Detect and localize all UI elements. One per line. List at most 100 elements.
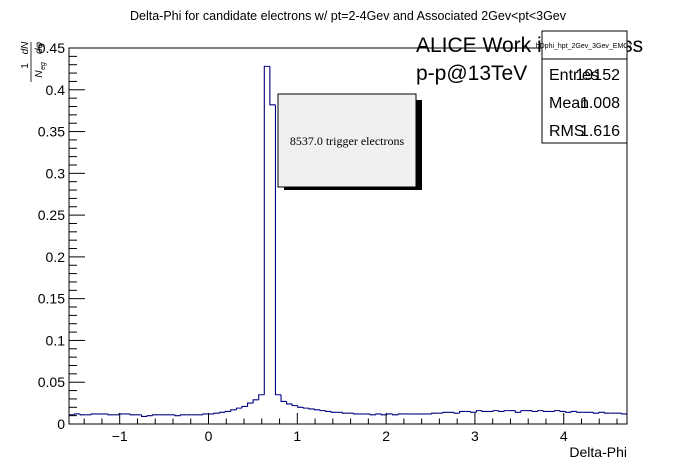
y-tick-label: 0.4 (46, 82, 66, 98)
histogram-bin (459, 410, 466, 414)
histogram-bin (202, 413, 209, 415)
histogram-bin (180, 414, 187, 416)
histogram-bin (174, 414, 181, 417)
histogram-bin (252, 399, 259, 404)
histogram-bin (274, 104, 282, 396)
stats-entries-label: Entries (549, 67, 599, 84)
histogram-bin (353, 413, 360, 415)
histogram-bin (297, 405, 304, 408)
stats-rms-value: 1.616 (580, 123, 620, 140)
histogram-bin (224, 410, 231, 413)
histogram-bin (553, 410, 561, 412)
histogram-bin (152, 414, 159, 416)
histogram-bin (392, 413, 399, 416)
histogram-bin (576, 411, 583, 413)
histogram-bin (375, 413, 382, 415)
histogram-bin (442, 411, 449, 414)
histogram-bin (79, 413, 86, 416)
histogram-bin (498, 410, 505, 413)
y-tick-label: 0.1 (46, 332, 66, 348)
histogram-bin (219, 411, 226, 414)
y-axis-ticks: 0 0.05 0.1 0.15 0.2 0.25 0.3 0.35 0.4 0.45 (38, 40, 85, 432)
histogram-bin (90, 413, 97, 415)
histogram-bin (280, 394, 287, 402)
histogram-bin (470, 411, 477, 413)
histogram-bin (531, 410, 538, 413)
histogram-bin (492, 410, 499, 412)
histogram-bin (247, 402, 254, 407)
x-tick-label: 2 (382, 428, 390, 444)
stats-box: hDphi_hpt_2Gev_3Gev_EMC7 Entries 19152 M… (536, 30, 633, 144)
histogram-bin (286, 401, 293, 405)
histogram-bin (319, 409, 326, 412)
histogram-bin (313, 408, 321, 411)
x-tick-label: 3 (471, 428, 479, 444)
histogram-bin (74, 413, 81, 415)
histogram-bin (503, 410, 510, 412)
x-tick-label: 1 (293, 428, 301, 444)
y-label-den-tail: dφ (34, 41, 45, 54)
x-axis-label: Delta-Phi (569, 444, 627, 460)
x-tick-label: 0 (205, 428, 213, 444)
y-label-den-main: N (34, 70, 45, 78)
stats-mean-label: Mean (549, 95, 589, 112)
histogram-bin (258, 394, 265, 400)
histogram-bin (140, 414, 148, 418)
histogram-bin (453, 412, 460, 414)
stats-box-frame (541, 30, 628, 144)
histogram-bin (330, 411, 337, 413)
collision-system: p-p@13TeV (416, 62, 527, 85)
histogram-bin (241, 405, 248, 409)
histogram-bin (230, 409, 237, 412)
histogram-bin (325, 410, 332, 413)
histogram-bin (598, 411, 605, 414)
y-tick-label: 0.35 (38, 124, 65, 140)
histogram-bin (263, 65, 270, 395)
chart-title: Delta-Phi for candidate electrons w/ pt=… (130, 9, 567, 23)
histogram-bin (302, 407, 309, 409)
annotation-text: 8537.0 trigger electrons (290, 134, 405, 148)
y-tick-label: 0.15 (38, 291, 65, 307)
histogram-bin (107, 413, 114, 416)
histogram-bin (235, 407, 242, 410)
histogram-bin (481, 410, 488, 413)
histogram-bin (604, 412, 611, 414)
histogram-bin (570, 410, 577, 413)
annotation-box (277, 93, 417, 188)
histogram-bin (542, 410, 549, 413)
x-axis-ticks: −1 0 1 2 3 4 (83, 413, 618, 444)
y-label-num: dN (20, 41, 31, 55)
y-tick-label: 0.45 (38, 40, 65, 56)
histogram-bin (386, 413, 393, 415)
histogram-bin (341, 412, 348, 414)
stats-mean-value: 1.008 (580, 95, 620, 112)
y-tick-label: 0.3 (46, 165, 66, 181)
histogram-bin (129, 413, 136, 416)
histogram-bin (269, 66, 276, 106)
y-tick-label: 0.05 (38, 374, 65, 390)
histogram-bin (431, 412, 438, 414)
histogram-bin (213, 412, 220, 414)
x-tick-label: −1 (112, 428, 128, 444)
y-tick-label: 0.25 (38, 207, 65, 223)
y-tick-label: 0.2 (46, 249, 66, 265)
stats-rms-label: RMS (549, 123, 585, 140)
y-label-prefix: 1 (20, 63, 31, 69)
histogram-bin (537, 410, 544, 412)
histogram-bin (369, 413, 376, 416)
histogram-bin (520, 410, 527, 413)
histogram-bin (620, 413, 627, 415)
histogram-bin (592, 412, 600, 414)
histogram-series (69, 65, 627, 418)
histogram-bin (559, 410, 566, 413)
y-label-den-sub: eg (40, 62, 47, 70)
x-tick-label: 4 (560, 428, 568, 444)
y-axis-label: 1 N eg dN dφ (20, 41, 47, 82)
histogram-bin (291, 403, 298, 407)
histogram-bin (308, 408, 315, 410)
stats-box-name: hDphi_hpt_2Gev_3Gev_EMC7 (536, 43, 633, 50)
histogram-bin (397, 413, 404, 415)
stats-entries-value: 19152 (576, 67, 621, 84)
plot-frame (68, 47, 628, 425)
